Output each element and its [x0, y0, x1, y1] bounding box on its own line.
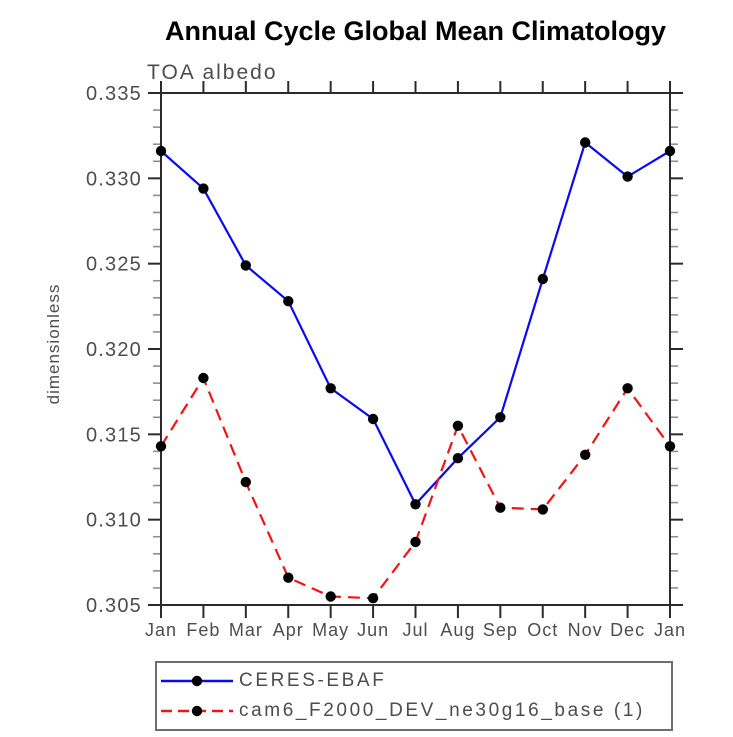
y-tick-label: 0.305: [86, 595, 142, 617]
series-1-marker: [410, 536, 421, 548]
series-0-marker: [198, 183, 209, 194]
series-0-marker: [325, 383, 336, 394]
series-0-marker: [537, 273, 548, 285]
x-tick-label: Jun: [357, 620, 389, 640]
series-0-marker: [452, 453, 464, 464]
series-1-marker: [198, 372, 209, 384]
y-tick-label: 0.335: [86, 83, 142, 105]
axis-frame: [160, 92, 671, 606]
x-tick-label: Jan: [145, 620, 177, 640]
legend-item-cam6: cam6_F2000_DEV_ne30g16_base (1): [160, 697, 671, 725]
series-1-marker: [325, 591, 336, 602]
series-1-marker: [622, 383, 633, 394]
series-line-0: [160, 140, 671, 507]
y-tick-label: 0.330: [86, 168, 142, 190]
x-tick-label: Jul: [402, 620, 428, 640]
series-0-marker: [283, 296, 294, 307]
chart-title: Annual Cycle Global Mean Climatology: [164, 16, 667, 46]
series-1-marker: [367, 593, 379, 604]
x-tick-label: Dec: [610, 620, 645, 640]
axis-subtitle: TOA albedo: [147, 61, 278, 84]
series-0-marker: [622, 171, 633, 182]
series-1-marker: [537, 504, 548, 515]
x-tick-label: Feb: [186, 620, 220, 640]
series-1-marker: [664, 441, 676, 452]
legend-label-cam6: cam6_F2000_DEV_ne30g16_base (1): [239, 700, 645, 721]
legend-label-ceres-ebaf: CERES-EBAF: [239, 670, 387, 691]
y-tick-label: 0.315: [86, 424, 142, 446]
series-0-marker: [664, 145, 676, 157]
x-tick-label: Oct: [527, 620, 558, 640]
x-tick-label: Sep: [483, 620, 518, 640]
solid-line-marker-icon: [161, 675, 233, 687]
legend: CERES-EBAF cam6_F2000_DEV_ne30g16_base (…: [155, 661, 673, 731]
y-tick-label: 0.310: [86, 510, 142, 532]
series-0-marker: [495, 412, 506, 423]
series-1-marker: [580, 449, 591, 460]
series-0-marker: [155, 145, 167, 157]
dashed-line-marker-icon: [161, 705, 233, 717]
series-1-marker: [495, 502, 506, 513]
series-0-marker: [580, 137, 591, 148]
series-0-marker: [240, 260, 251, 271]
x-tick-label: Jan: [654, 620, 686, 640]
x-tick-label: Aug: [440, 620, 475, 640]
series-1-marker: [283, 572, 294, 583]
y-tick-label: 0.325: [86, 254, 142, 276]
y-tick-label: 0.320: [86, 339, 142, 361]
x-tick-label: Mar: [229, 620, 263, 640]
legend-item-ceres-ebaf: CERES-EBAF: [160, 667, 671, 695]
x-tick-label: May: [312, 620, 349, 640]
x-tick-label: Nov: [568, 620, 603, 640]
plot-area: 0.305 0.310 0.315 0.320 0.325 0.330 0.335 Jan Fe…: [86, 81, 686, 640]
series-1-marker: [155, 441, 167, 452]
series-1-marker: [452, 420, 464, 431]
x-tick-label: Apr: [273, 620, 304, 640]
series-0-marker: [367, 413, 379, 425]
series-1-marker: [240, 476, 251, 488]
series-line-1: [160, 375, 671, 600]
series-0-marker: [410, 499, 421, 510]
